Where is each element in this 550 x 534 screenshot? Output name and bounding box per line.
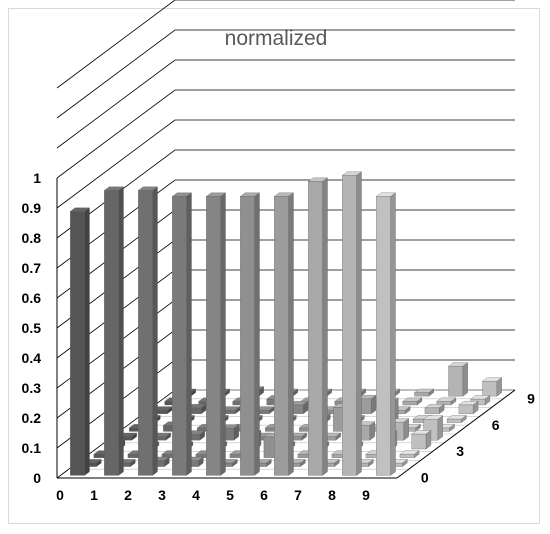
y-tick-label: 0.9 xyxy=(22,200,42,216)
gridline-10 xyxy=(56,89,515,179)
bar-x9-d6 xyxy=(446,415,467,423)
x-tick-label: 7 xyxy=(294,487,302,503)
depth-tick-label: 3 xyxy=(456,443,464,459)
x-tick-label: 5 xyxy=(226,487,234,503)
y-tick-label: 0.8 xyxy=(22,230,42,246)
x-tick-label: 9 xyxy=(362,487,370,503)
bar-x8-d7 xyxy=(424,403,445,415)
bar-x0-d7 xyxy=(152,406,173,415)
y-tick-label: 0.2 xyxy=(22,410,42,426)
gridline-extra-3 xyxy=(56,0,515,89)
x-tick-label: 4 xyxy=(192,487,200,503)
bar-x5-d0 xyxy=(239,192,260,476)
x-tick-label: 0 xyxy=(56,487,64,503)
depth-tick-label: 6 xyxy=(492,417,500,433)
depth-tick-label: 9 xyxy=(527,390,535,406)
gridline-extra-1 xyxy=(56,59,515,149)
gridline-extra-2 xyxy=(56,29,515,119)
bar-x9-d9 xyxy=(482,377,503,397)
y-tick-label: 0.1 xyxy=(22,440,42,456)
y-tick-label: 0.4 xyxy=(22,350,42,366)
bar-x9-d2 xyxy=(399,450,420,459)
y-tick-label: 0.5 xyxy=(22,320,42,336)
bar-x9-d3 xyxy=(411,430,432,450)
bar-x8-d0 xyxy=(341,171,362,476)
bars xyxy=(69,171,503,476)
bar-x7-d8 xyxy=(402,397,423,406)
x-tick-label: 1 xyxy=(90,487,98,503)
bar-x7-d9 xyxy=(414,388,435,397)
bar-x9-d7 xyxy=(458,400,479,415)
depth-tick-label: 0 xyxy=(421,470,429,486)
bar-x4-d0 xyxy=(205,192,226,476)
gridline-9 xyxy=(56,119,515,209)
gridline-7 xyxy=(56,179,515,269)
y-tick-label: 0.3 xyxy=(22,380,42,396)
bar-x7-d0 xyxy=(307,177,328,476)
bar-x9-d0 xyxy=(375,192,396,476)
y-tick-label: 0 xyxy=(33,470,41,486)
bar-x8-d9 xyxy=(448,362,469,397)
y-tick-label: 0.7 xyxy=(22,260,42,276)
y-tick-label: 0.6 xyxy=(22,290,42,306)
bar-x0-d0 xyxy=(69,207,90,476)
bar-x1-d7 xyxy=(186,403,207,415)
gridline-8 xyxy=(56,149,515,239)
y-tick-label: 1 xyxy=(33,170,41,186)
bar-x2-d0 xyxy=(137,186,158,476)
bar-x8-d8 xyxy=(436,397,457,406)
depth-tick-labels: 0 3 6 9 xyxy=(421,390,535,485)
x-tick-labels: 0 1 2 3 4 5 6 7 8 9 xyxy=(56,487,370,503)
axes xyxy=(56,178,516,479)
depth-axis-line xyxy=(396,389,516,479)
x-tick-label: 8 xyxy=(328,487,336,503)
x-tick-label: 2 xyxy=(124,487,132,503)
y-tick-labels: 0 0.1 0.2 0.3 0.4 0.5 0.6 0.7 0.8 0.9 1 xyxy=(22,170,42,486)
bar-x6-d0 xyxy=(273,192,294,476)
x-tick-label: 6 xyxy=(260,487,268,503)
bar-x3-d0 xyxy=(171,192,192,476)
bar-x1-d0 xyxy=(103,186,124,476)
chart-title: normalized xyxy=(225,27,328,50)
x-tick-label: 3 xyxy=(158,487,166,503)
